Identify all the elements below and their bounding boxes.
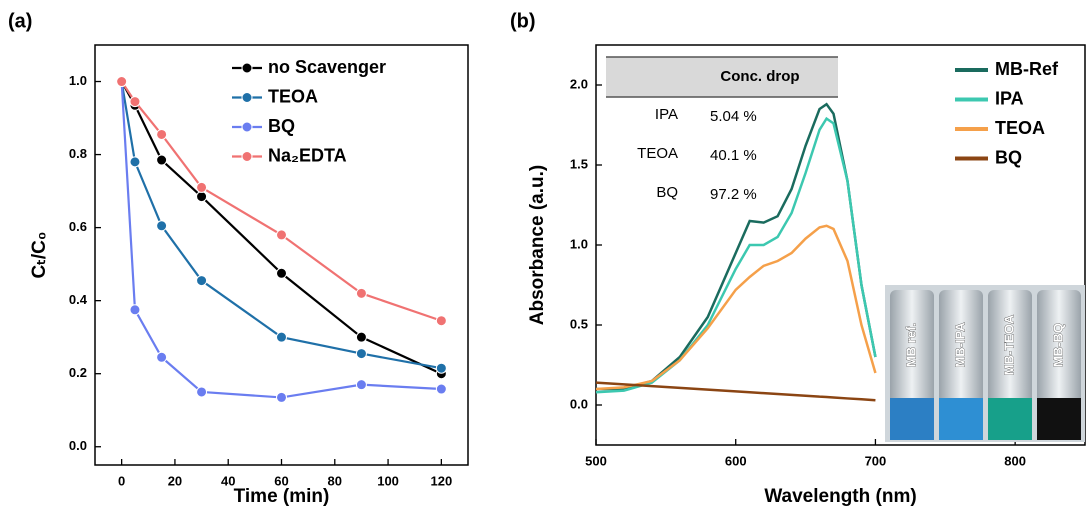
legend-label: BQ: [268, 116, 295, 136]
data-point: [276, 391, 287, 403]
vial-label: MB-TEOA: [1001, 314, 1016, 375]
vial-liquid: [939, 398, 983, 440]
y-tick-label: 1.0: [570, 236, 588, 251]
series-line: [596, 224, 877, 391]
legend-label: MB-Ref: [995, 59, 1059, 79]
panel-label: (a): [8, 10, 32, 32]
data-point: [276, 331, 287, 343]
table-header: Conc. drop: [720, 68, 799, 85]
data-point: [435, 315, 447, 327]
x-tick-label: 80: [328, 473, 342, 488]
vial-liquid: [988, 398, 1032, 440]
x-axis-title: Time (min): [234, 486, 330, 507]
x-tick-label: 500: [585, 453, 607, 468]
vial-label: MB-IPA: [952, 322, 967, 368]
data-point: [435, 362, 447, 374]
series-group: [596, 102, 877, 402]
data-point: [196, 275, 208, 287]
y-tick-label: 0.0: [69, 438, 87, 453]
y-axis-title: Absorbance (a.u.): [527, 165, 548, 325]
legend-marker: [241, 92, 253, 103]
legend-marker: [241, 62, 253, 74]
y-tick-label: 0.6: [69, 219, 87, 234]
y-tick-label: 1.0: [69, 73, 87, 88]
table-cell: IPA: [655, 106, 678, 123]
y-tick-label: 0.4: [69, 292, 88, 307]
y-tick-label: 0.0: [570, 396, 588, 411]
data-point: [355, 379, 367, 391]
vial-liquid: [890, 398, 934, 440]
x-tick-label: 40: [221, 473, 235, 488]
data-point: [435, 383, 447, 395]
y-tick-label: 2.0: [570, 76, 588, 91]
data-point: [355, 331, 367, 343]
y-tick-label: 1.5: [570, 156, 588, 171]
vial-label: MB ref.: [903, 323, 918, 367]
y-tick-label: 0.5: [570, 316, 588, 331]
y-tick-label: 0.2: [69, 365, 87, 380]
x-tick-label: 120: [431, 473, 453, 488]
data-point: [156, 154, 168, 166]
data-point: [355, 287, 367, 299]
panel-label: (b): [510, 10, 536, 32]
data-point: [156, 220, 168, 232]
x-tick-label: 20: [168, 473, 182, 488]
data-point: [355, 348, 367, 360]
data-point: [196, 386, 208, 398]
table-cell: BQ: [656, 184, 678, 201]
legend-label: IPA: [995, 88, 1024, 108]
y-axis-title: Cₜ/C₀: [29, 232, 50, 279]
data-point: [276, 229, 287, 241]
legend-label: Na₂EDTA: [268, 145, 347, 165]
table-cell: TEOA: [637, 145, 678, 162]
legend-label: TEOA: [268, 86, 318, 106]
legend-marker: [241, 121, 253, 133]
data-point: [129, 96, 141, 108]
table-cell: 97.2 %: [710, 186, 757, 203]
series-group: [116, 76, 447, 403]
x-tick-label: 60: [274, 473, 288, 488]
x-tick-label: 600: [725, 453, 747, 468]
vial-label: MB-BQ: [1050, 323, 1065, 367]
vial-liquid: [1037, 398, 1081, 440]
series-line: [596, 102, 877, 391]
data-point: [156, 351, 168, 363]
legend-label: no Scavenger: [268, 57, 386, 77]
table-cell: 5.04 %: [710, 108, 757, 125]
legend-label: TEOA: [995, 118, 1045, 138]
x-axis-title: Wavelength (nm): [764, 486, 916, 507]
data-point: [156, 128, 168, 140]
table-cell: 40.1 %: [710, 147, 757, 164]
table-header-bg: [606, 57, 838, 97]
x-tick-label: 700: [865, 453, 887, 468]
y-tick-label: 0.8: [69, 146, 87, 161]
series-line: [596, 381, 876, 402]
legend-marker: [241, 151, 253, 162]
x-tick-label: 800: [1004, 453, 1026, 468]
data-point: [129, 156, 141, 168]
data-point: [196, 181, 208, 193]
x-tick-label: 100: [377, 473, 399, 488]
data-point: [196, 191, 208, 203]
legend-label: BQ: [995, 147, 1022, 167]
x-tick-label: 0: [118, 473, 125, 488]
data-point: [276, 267, 287, 279]
data-point: [129, 304, 141, 316]
data-point: [116, 76, 128, 88]
